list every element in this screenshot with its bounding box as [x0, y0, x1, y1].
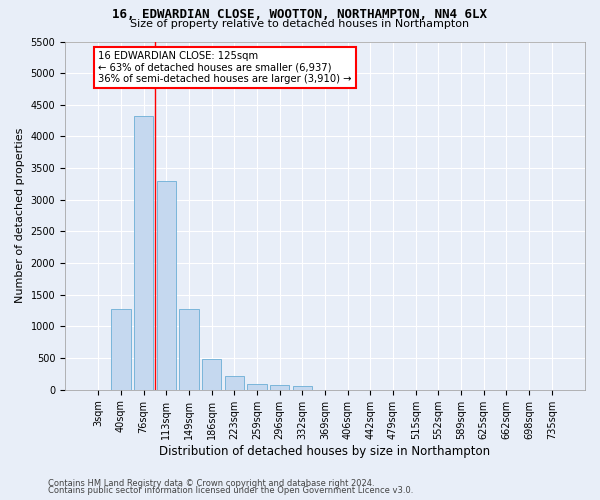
Bar [157, 181, 176, 390]
Bar [112, 310, 131, 390]
Bar [202, 358, 221, 390]
Bar [179, 308, 199, 390]
Text: Size of property relative to detached houses in Northampton: Size of property relative to detached ho… [130, 19, 470, 29]
Text: Contains public sector information licensed under the Open Government Licence v3: Contains public sector information licen… [48, 486, 413, 495]
Y-axis label: Number of detached properties: Number of detached properties [15, 128, 25, 304]
Text: 16, EDWARDIAN CLOSE, WOOTTON, NORTHAMPTON, NN4 6LX: 16, EDWARDIAN CLOSE, WOOTTON, NORTHAMPTO… [113, 8, 487, 20]
Bar [293, 386, 312, 390]
Bar [247, 384, 266, 390]
Bar [134, 116, 153, 390]
Bar [270, 386, 289, 390]
Bar [224, 376, 244, 390]
X-axis label: Distribution of detached houses by size in Northampton: Distribution of detached houses by size … [160, 444, 491, 458]
Text: 16 EDWARDIAN CLOSE: 125sqm
← 63% of detached houses are smaller (6,937)
36% of s: 16 EDWARDIAN CLOSE: 125sqm ← 63% of deta… [98, 51, 352, 84]
Text: Contains HM Land Registry data © Crown copyright and database right 2024.: Contains HM Land Registry data © Crown c… [48, 478, 374, 488]
